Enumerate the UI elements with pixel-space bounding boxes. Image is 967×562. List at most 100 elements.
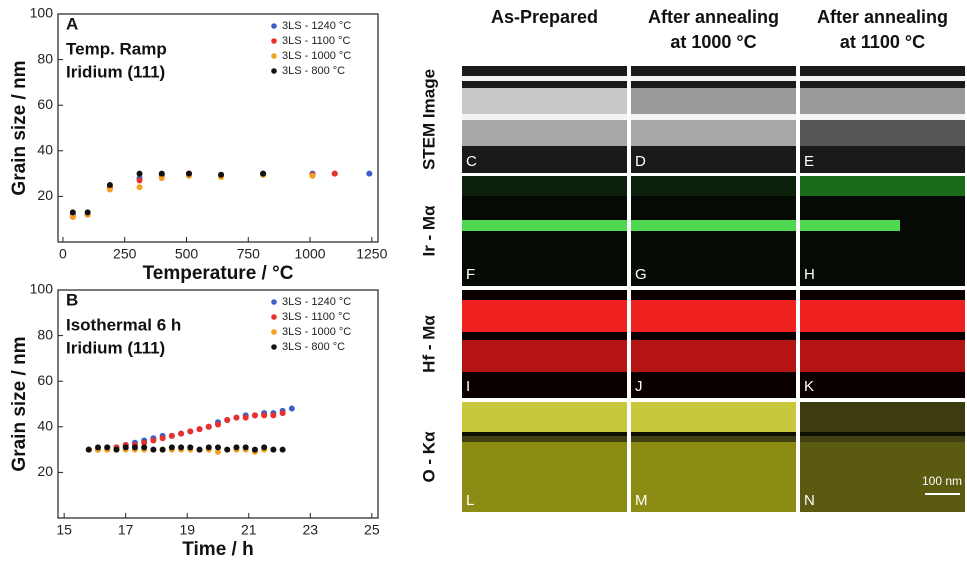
y-tick-label: 20	[37, 187, 53, 203]
legend-label: 3LS - 1240 °C	[282, 296, 351, 308]
data-point	[279, 446, 286, 453]
data-point	[150, 437, 157, 444]
annotation: Iridium (111)	[66, 62, 165, 81]
data-point	[158, 175, 165, 182]
legend-label: 3LS - 800 °C	[282, 65, 345, 77]
image-layer	[462, 114, 627, 120]
image-layer	[800, 120, 965, 146]
x-tick-label: 750	[237, 246, 261, 262]
legend-marker	[271, 68, 277, 74]
image-layer	[800, 88, 965, 116]
data-point	[260, 170, 267, 177]
image-layer	[462, 176, 627, 196]
data-point	[215, 421, 221, 428]
image-layer	[631, 442, 796, 512]
data-point	[159, 435, 166, 442]
data-point	[331, 170, 338, 177]
data-point	[178, 430, 185, 437]
legend-marker	[271, 23, 277, 29]
data-point	[131, 444, 138, 451]
data-point	[270, 446, 277, 453]
row-label: Ir - Mα	[419, 205, 438, 257]
image-layer	[800, 442, 965, 512]
data-point	[69, 209, 76, 216]
data-point	[168, 432, 175, 439]
panel-letter: J	[635, 378, 643, 395]
image-layer	[800, 220, 900, 231]
image-layer	[631, 76, 796, 81]
x-tick-label: 23	[303, 522, 319, 538]
y-axis-label: Grain size / nm	[9, 60, 30, 195]
data-point	[224, 416, 231, 423]
scale-bar-label: 100 nm	[922, 474, 962, 488]
x-tick-label: 250	[113, 246, 137, 262]
row-label: O - Kα	[419, 431, 438, 483]
data-point	[196, 426, 203, 433]
image-layer	[462, 436, 627, 442]
y-tick-label: 100	[30, 281, 54, 297]
y-tick-label: 60	[37, 372, 53, 388]
panel-letter: N	[804, 492, 815, 509]
legend-marker	[271, 314, 277, 320]
data-point	[205, 423, 212, 430]
image-layer	[462, 300, 627, 332]
panel-letter: C	[466, 153, 477, 170]
x-tick-label: 17	[118, 522, 134, 538]
image-layer	[800, 76, 965, 81]
data-point	[242, 414, 249, 421]
annotation: Isothermal 6 h	[66, 315, 181, 334]
panel-letter: H	[804, 266, 815, 283]
panel-letter: I	[466, 378, 470, 395]
row-label: STEM Image	[419, 69, 438, 170]
column-header: After annealing	[817, 7, 948, 27]
column-header: As-Prepared	[491, 7, 598, 27]
image-layer	[462, 402, 627, 432]
data-point	[104, 444, 111, 451]
panel-letter: M	[635, 492, 648, 509]
data-point	[215, 444, 221, 451]
data-point	[136, 184, 143, 191]
panel-label: B	[66, 290, 78, 309]
image-layer	[462, 88, 627, 116]
data-point	[366, 170, 373, 177]
data-point	[261, 412, 268, 419]
data-point	[261, 444, 268, 451]
column-header: at 1000 °C	[670, 32, 756, 52]
data-point	[106, 186, 113, 193]
data-point	[218, 171, 225, 178]
data-point	[84, 209, 91, 216]
image-layer	[462, 442, 627, 512]
data-point	[106, 182, 113, 188]
legend-marker	[271, 53, 277, 59]
x-tick-label: 25	[364, 522, 380, 538]
image-layer	[800, 340, 965, 372]
image-layer	[800, 300, 965, 332]
panel-letter: G	[635, 266, 647, 283]
x-tick-label: 1250	[356, 246, 387, 262]
row-label: Hf - Mα	[419, 315, 438, 373]
data-point	[270, 412, 277, 419]
data-point	[185, 170, 192, 177]
image-layer	[631, 176, 796, 196]
image-layer	[631, 88, 796, 116]
legend-label: 3LS - 1000 °C	[282, 50, 351, 62]
data-point	[309, 172, 316, 179]
legend-marker	[271, 38, 277, 44]
image-layer	[631, 340, 796, 372]
data-point	[224, 446, 231, 453]
y-tick-label: 80	[37, 326, 53, 342]
data-point	[178, 444, 185, 451]
image-layer	[631, 114, 796, 120]
x-axis-label: Time / h	[182, 539, 253, 557]
data-point	[168, 444, 175, 451]
panel-letter: F	[466, 266, 475, 283]
data-point	[113, 446, 120, 453]
image-layer	[631, 220, 796, 231]
image-layer	[462, 76, 627, 81]
data-point	[141, 444, 148, 451]
image-layer	[800, 176, 965, 196]
data-point	[141, 439, 148, 446]
legend-label: 3LS - 1240 °C	[282, 20, 351, 32]
y-tick-label: 40	[37, 418, 53, 434]
